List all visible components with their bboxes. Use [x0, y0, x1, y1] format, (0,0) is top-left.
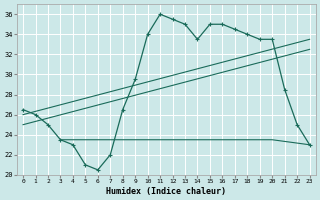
X-axis label: Humidex (Indice chaleur): Humidex (Indice chaleur)	[106, 187, 226, 196]
